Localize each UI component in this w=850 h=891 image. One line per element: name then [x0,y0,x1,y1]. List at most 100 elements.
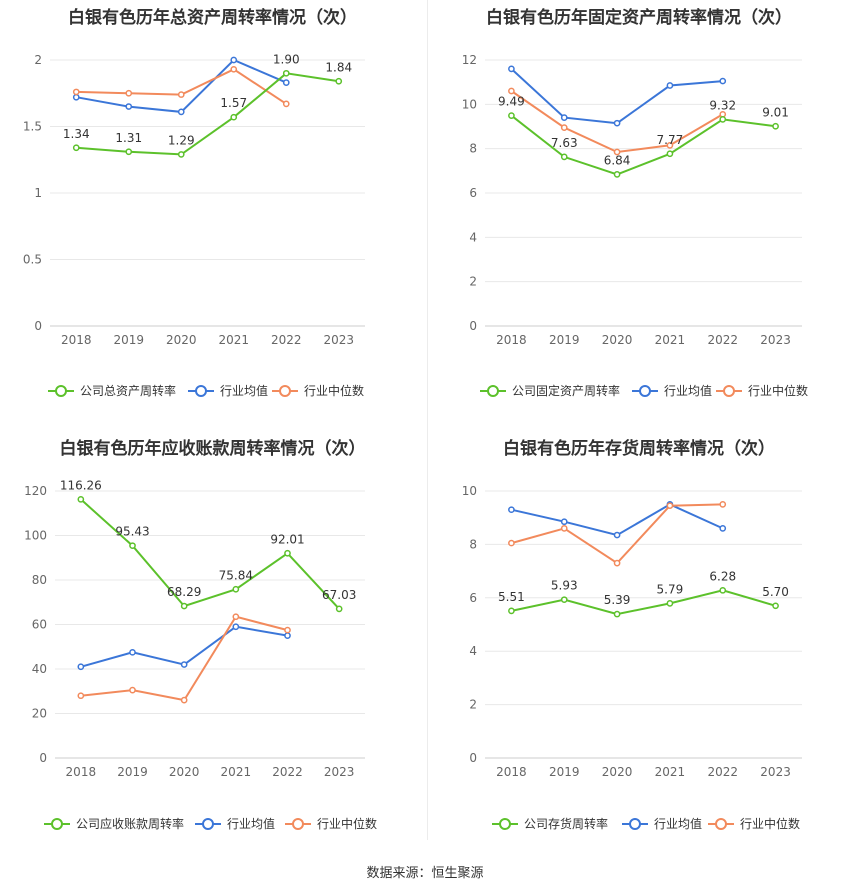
data-point [666,600,674,607]
y-tick-label: 0 [469,319,477,333]
legend-marker [202,818,214,830]
chart-title: 白银有色历年总资产周转率情况（次） [68,8,357,28]
data-label: 1.34 [63,127,90,141]
legend-marker [292,818,304,830]
data-point [666,82,674,89]
data-label: 67.03 [322,588,356,602]
chart-title: 白银有色历年存货周转率情况（次） [503,439,775,459]
data-point [129,648,136,656]
y-tick-label: 20 [32,707,47,721]
x-tick-label: 2021 [655,765,686,779]
data-point [508,65,515,73]
data-point [560,518,568,526]
legend-marker [723,385,735,397]
x-tick-label: 2022 [271,333,302,347]
data-label: 7.77 [657,133,684,147]
data-point [719,525,727,532]
data-point [772,602,779,610]
data-label: 5.70 [762,585,789,599]
x-tick-label: 2021 [221,765,252,779]
x-tick-label: 2021 [218,333,249,347]
series-line-avg [80,625,288,668]
data-point [177,91,185,98]
data-point [560,114,568,121]
data-point [282,100,290,108]
data-label: 1.31 [115,131,142,145]
x-tick-label: 2018 [496,765,527,779]
data-label: 6.28 [709,569,736,583]
data-point [508,506,515,514]
legend-label: 公司应收账款周转率 [76,816,184,831]
y-tick-label: 0 [39,751,47,765]
data-point [666,150,674,158]
data-label: 5.51 [498,590,525,604]
series-line-avg [76,58,287,113]
data-point [177,151,185,158]
data-point [335,605,343,613]
legend-marker [639,385,651,397]
data-point [613,610,621,618]
data-point [560,124,568,131]
data-point [560,525,568,532]
data-point [508,607,515,615]
data-label: 75.84 [219,568,253,582]
data-point [335,77,343,85]
data-label: 1.57 [220,96,247,110]
data-point [666,502,674,510]
y-tick-label: 80 [32,573,47,587]
data-label: 116.26 [60,478,102,492]
chart-svg: 0 20 40 60 80 100 120 2018 2019 2020 2021 2022 2023 1… [24,478,377,831]
series-line-avg [510,68,723,125]
data-point [72,88,80,96]
y-tick-label: 10 [462,97,477,111]
series-line-company [76,72,339,156]
data-label: 1.29 [168,133,195,147]
legend-label: 行业中位数 [740,816,800,831]
chart-fixed-asset-turnover: 白银有色历年固定资产周转率情况（次） 0 2 4 6 8 10 12 2018 2019 2020… [428,0,850,420]
data-label: 68.29 [167,585,201,599]
data-point [613,171,621,178]
y-tick-label: 6 [469,186,477,200]
x-tick-label: 2023 [760,333,791,347]
x-tick-label: 2019 [113,333,144,347]
data-label: 95.43 [115,525,149,539]
legend-marker [51,818,63,830]
y-tick-label: 0 [34,319,42,333]
x-tick-label: 2020 [602,333,633,347]
y-tick-label: 8 [469,142,477,156]
series-line-company [510,114,776,176]
x-tick-label: 2020 [166,333,197,347]
x-tick-label: 2022 [272,765,303,779]
series-line-company [80,498,340,610]
data-label: 9.01 [762,105,789,119]
data-point [77,663,85,671]
legend-label: 公司总资产周转率 [80,383,176,398]
data-point [125,148,133,156]
chart-receivable-turnover: 白银有色历年应收账款周转率情况（次） 0 20 40 60 80 100 120 2018 20… [0,425,425,845]
x-tick-label: 2021 [655,333,686,347]
y-tick-label: 2 [469,275,477,289]
y-tick-label: 0.5 [23,253,42,267]
legend-label: 公司存货周转率 [524,816,608,831]
legend-marker [499,818,511,830]
data-point [125,103,133,110]
y-tick-label: 120 [24,484,47,498]
y-tick-label: 4 [469,644,477,658]
data-point [613,559,621,567]
panel-divider [427,0,428,840]
x-tick-label: 2019 [549,333,580,347]
legend-marker [629,818,641,830]
y-tick-label: 8 [469,537,477,551]
chart-title: 白银有色历年固定资产周转率情况（次） [486,8,792,28]
data-label: 6.84 [604,153,631,167]
legend-label: 行业均值 [664,383,712,398]
y-tick-label: 40 [32,662,47,676]
data-point [72,93,80,101]
chart-title: 白银有色历年应收账款周转率情况（次） [59,439,366,459]
series-line-company [511,589,776,616]
x-tick-label: 2023 [324,765,355,779]
legend-marker [715,818,727,830]
data-label: 1.90 [273,52,300,66]
data-label: 5.79 [657,582,684,596]
legend-label: 行业中位数 [304,383,364,398]
